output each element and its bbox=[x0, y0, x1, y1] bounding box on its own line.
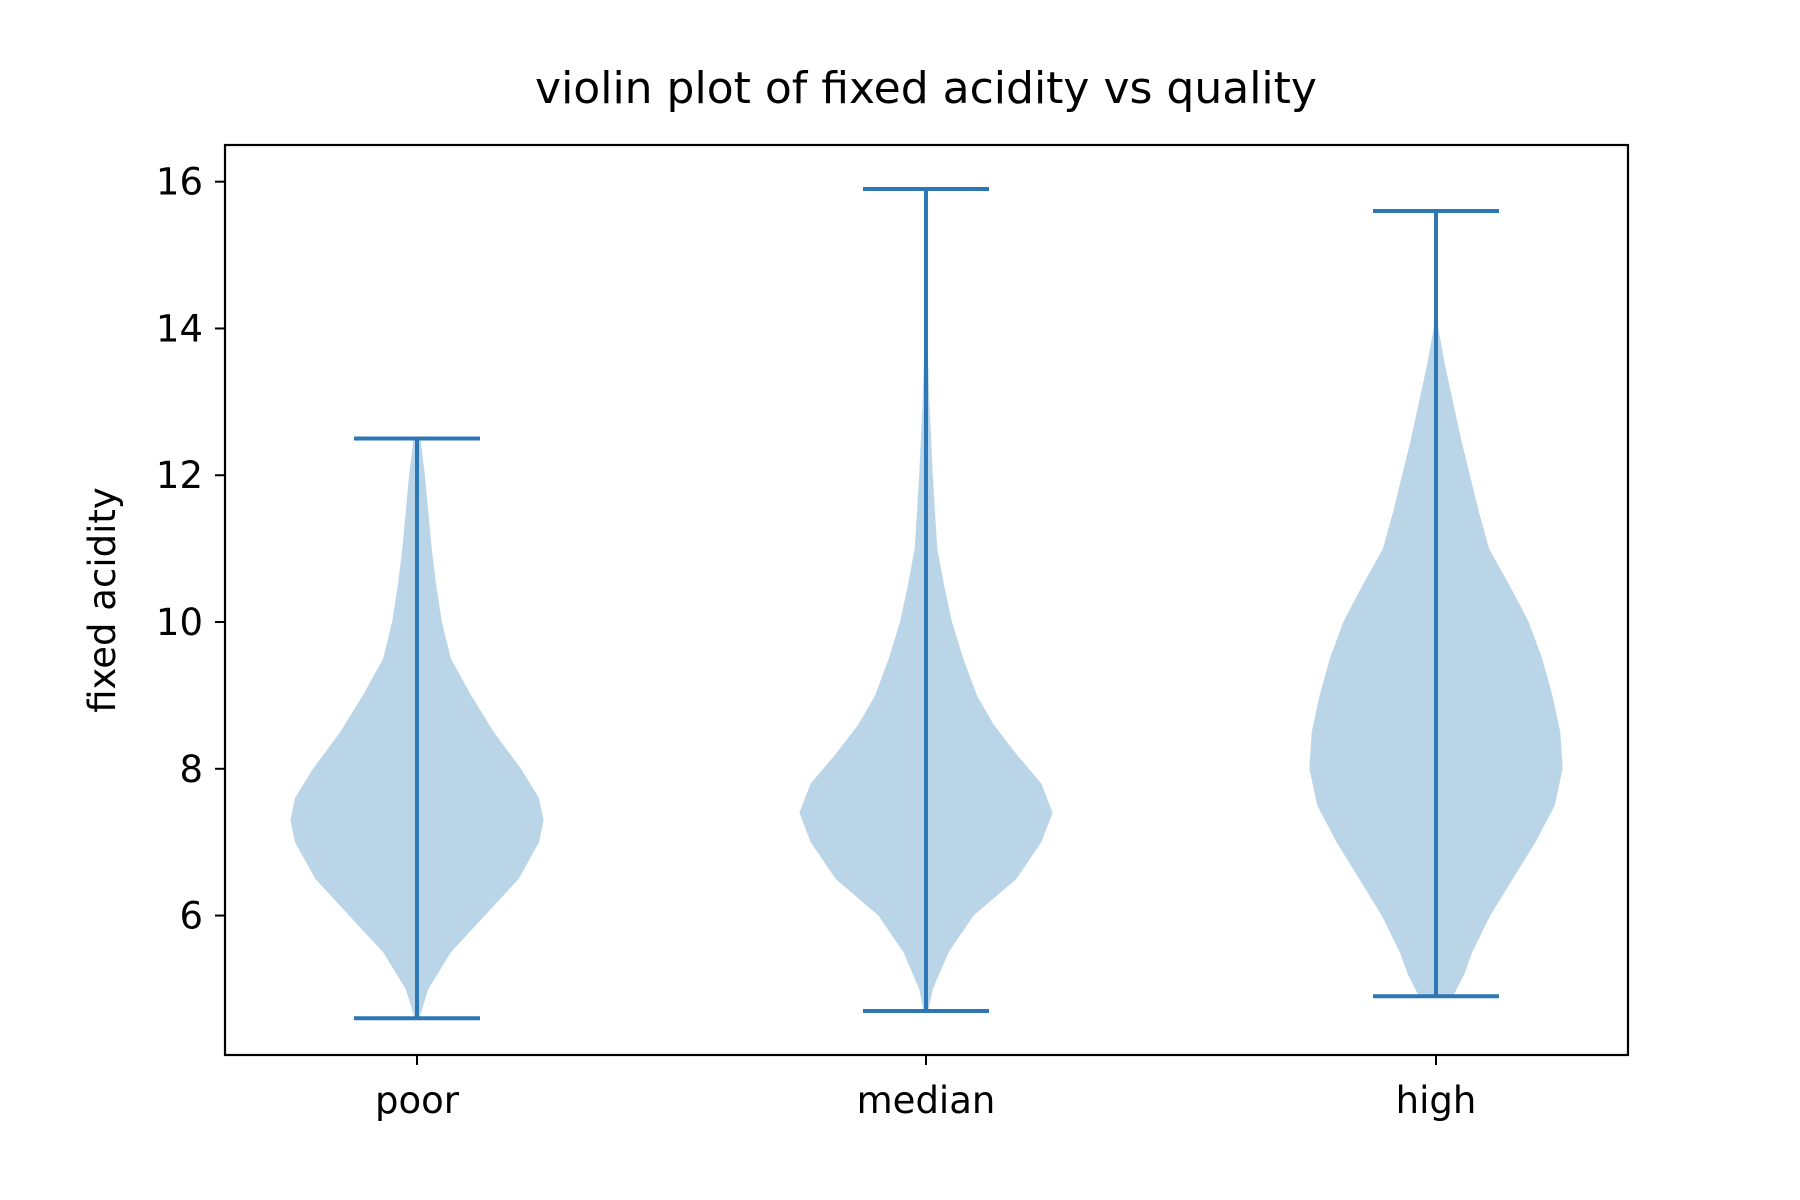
plot-frame bbox=[223, 143, 1630, 1057]
y-tick-label: 6 bbox=[179, 895, 203, 938]
violins-layer bbox=[290, 187, 1563, 1021]
y-tick-label: 12 bbox=[156, 454, 203, 497]
y-tick-label: 14 bbox=[156, 307, 203, 350]
y-tick-label: 10 bbox=[156, 601, 203, 644]
x-tick-label-poor: poor bbox=[375, 1079, 460, 1122]
y-axis: 6 8 10 12 14 16 bbox=[156, 161, 225, 938]
x-axis: poor median high bbox=[375, 1055, 1476, 1122]
y-axis-label: fixed acidity bbox=[81, 487, 124, 713]
x-tick-label-high: high bbox=[1396, 1079, 1477, 1122]
y-tick-label: 16 bbox=[156, 161, 203, 204]
x-tick-label-median: median bbox=[857, 1079, 996, 1122]
chart-title: violin plot of fixed acidity vs quality bbox=[535, 63, 1317, 114]
y-tick-label: 8 bbox=[179, 748, 203, 791]
